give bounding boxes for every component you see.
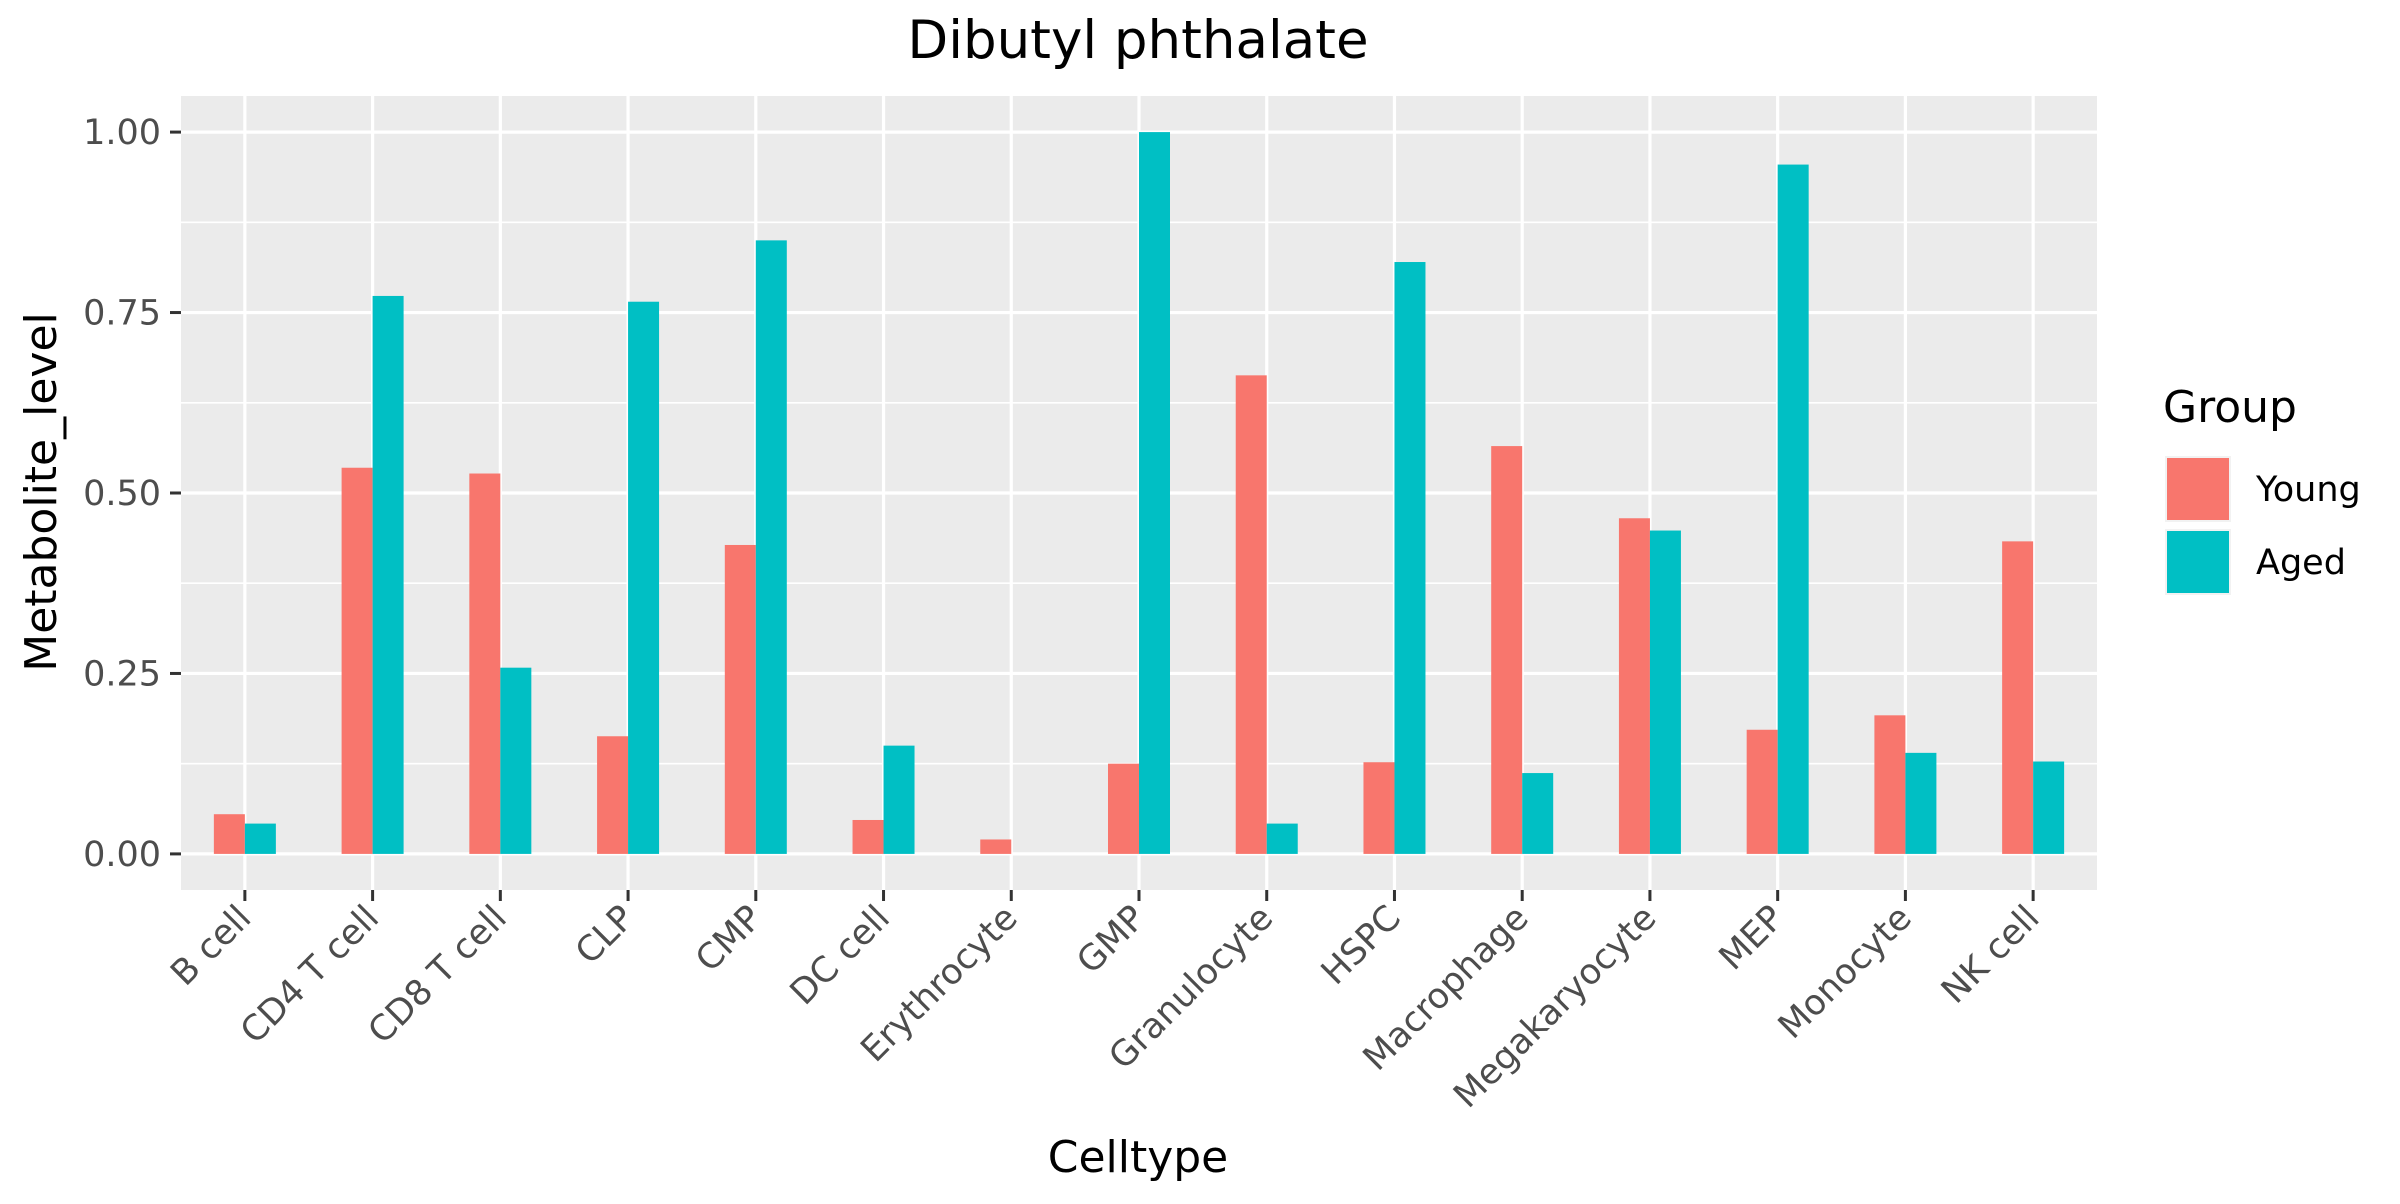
bar-aged-b-cell <box>244 823 276 854</box>
bar-young-hspc <box>1363 762 1395 854</box>
bars-layer <box>213 132 2065 854</box>
y-tick-label: 0.25 <box>83 654 161 694</box>
y-axis-title: Metabolite_level <box>16 312 67 672</box>
bar-young-megakaryocyte <box>1618 518 1650 854</box>
bar-young-cd8-t-cell <box>469 473 501 854</box>
bar-young-granulocyte <box>1235 375 1267 854</box>
legend: Group Young Aged <box>2163 382 2361 595</box>
legend-label-aged: Aged <box>2256 543 2346 583</box>
bar-aged-granulocyte <box>1266 823 1298 854</box>
y-tick-label: 1.00 <box>83 113 161 153</box>
bar-aged-mep <box>1777 164 1809 854</box>
bar-young-cd4-t-cell <box>341 467 373 854</box>
bar-aged-nk-cell <box>2033 761 2065 854</box>
legend-swatch-young <box>2167 458 2229 520</box>
bar-aged-monocyte <box>1905 752 1937 854</box>
bar-young-nk-cell <box>2002 541 2034 854</box>
bar-aged-cd8-t-cell <box>500 667 532 854</box>
y-tick-label: 0.75 <box>83 294 161 334</box>
bar-aged-gmp <box>1139 132 1170 854</box>
bar-young-clp <box>597 736 629 854</box>
legend-title: Group <box>2163 382 2297 433</box>
legend-swatch-aged <box>2167 531 2229 593</box>
y-axis: 0.00 0.25 0.50 0.75 1.00 <box>83 113 181 875</box>
y-tick-label: 0.50 <box>83 474 161 514</box>
bar-aged-megakaryocyte <box>1649 530 1681 854</box>
y-tick-label: 0.00 <box>83 835 161 875</box>
bar-young-mep <box>1746 729 1778 854</box>
legend-label-young: Young <box>2255 470 2361 510</box>
bar-young-macrophage <box>1491 446 1523 854</box>
bar-aged-macrophage <box>1522 773 1554 854</box>
x-axis-title: Celltype <box>1048 1132 1229 1183</box>
bar-young-gmp <box>1108 763 1139 854</box>
bar-young-dc-cell <box>852 819 884 854</box>
bar-young-b-cell <box>213 814 245 854</box>
bar-young-monocyte <box>1874 715 1906 854</box>
chart-title: Dibutyl phthalate <box>907 10 1368 71</box>
bar-aged-hspc <box>1394 262 1426 854</box>
bar-young-cmp <box>724 544 756 854</box>
bar-young-erythrocyte <box>980 839 1012 854</box>
bar-aged-cmp <box>755 240 787 854</box>
bar-aged-clp <box>628 301 660 854</box>
bar-aged-cd4-t-cell <box>372 295 404 854</box>
bar-aged-dc-cell <box>883 745 915 854</box>
